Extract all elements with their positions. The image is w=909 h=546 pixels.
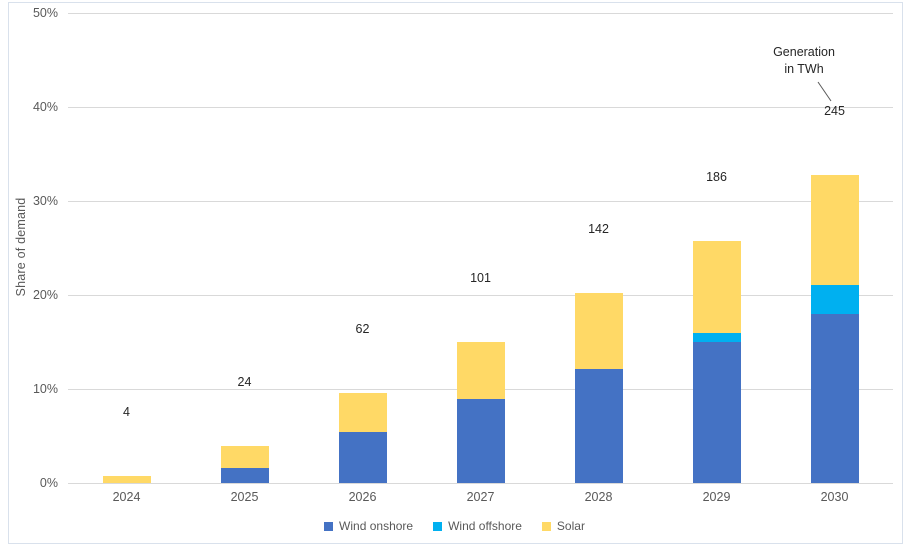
bar-segment-wind-offshore [810, 284, 859, 314]
gridline-50% [68, 13, 893, 14]
legend-label: Wind onshore [339, 519, 414, 533]
bar-segment-wind-onshore [574, 369, 623, 483]
bar-segment-solar [810, 174, 859, 285]
bar-segment-wind-onshore [456, 399, 505, 483]
x-tick-label: 2029 [702, 490, 731, 504]
legend-swatch [324, 521, 334, 531]
annotation-leader-line [817, 81, 832, 102]
bar-segment-solar [338, 392, 387, 433]
x-tick-label: 2028 [584, 490, 613, 504]
annotation-line-2: in TWh [784, 62, 824, 76]
legend: Wind onshore Wind offshore Solar [0, 519, 909, 533]
y-tick-label: 30% [32, 194, 58, 208]
y-tick-label: 20% [32, 288, 58, 302]
x-tick-label: 2026 [348, 490, 377, 504]
y-tick-label: 10% [32, 382, 58, 396]
gridline-20% [68, 295, 893, 296]
x-tick-label: 2027 [466, 490, 495, 504]
bar-total-label: 142 [588, 222, 609, 237]
gridline-40% [68, 107, 893, 108]
bar-segment-solar [456, 342, 505, 400]
legend-item-wind-offshore: Wind offshore [433, 519, 522, 533]
legend-label: Wind offshore [448, 519, 522, 533]
y-tick-label: 50% [32, 6, 58, 20]
bar-total-label: 101 [470, 271, 491, 285]
bar-segment-solar [574, 293, 623, 370]
bar-total-label: 186 [706, 170, 727, 185]
bar-total-label: 62 [355, 321, 370, 336]
annotation-generation-twh: Generation in TWh [744, 44, 864, 78]
y-axis-title: Share of demand [14, 197, 28, 297]
bar-segment-wind-onshore [692, 342, 741, 483]
bar-segment-wind-offshore [692, 332, 741, 342]
gridline-30% [68, 201, 893, 202]
legend-swatch [541, 521, 551, 531]
bar-segment-wind-onshore [338, 432, 387, 483]
bar-segment-wind-onshore [220, 467, 269, 483]
legend-swatch [433, 521, 443, 531]
bar-total-label: 24 [237, 375, 252, 390]
bar-segment-wind-onshore [810, 313, 859, 483]
bar-total-label: 4 [123, 405, 130, 420]
bar-segment-solar [692, 241, 741, 333]
x-tick-label: 2030 [820, 490, 849, 504]
y-tick-label: 40% [32, 100, 58, 114]
bar-total-label: 245 [824, 103, 845, 118]
annotation-line-1: Generation [773, 45, 835, 59]
y-tick-label: 0% [39, 476, 58, 490]
x-tick-label: 2025 [230, 490, 259, 504]
legend-label: Solar [556, 519, 585, 533]
legend-item-solar: Solar [541, 519, 585, 533]
gridline-0% [68, 483, 893, 484]
legend-item-wind-onshore: Wind onshore [324, 519, 413, 533]
bar-segment-solar [102, 476, 151, 483]
x-tick-label: 2024 [112, 490, 141, 504]
bar-segment-solar [220, 446, 269, 468]
